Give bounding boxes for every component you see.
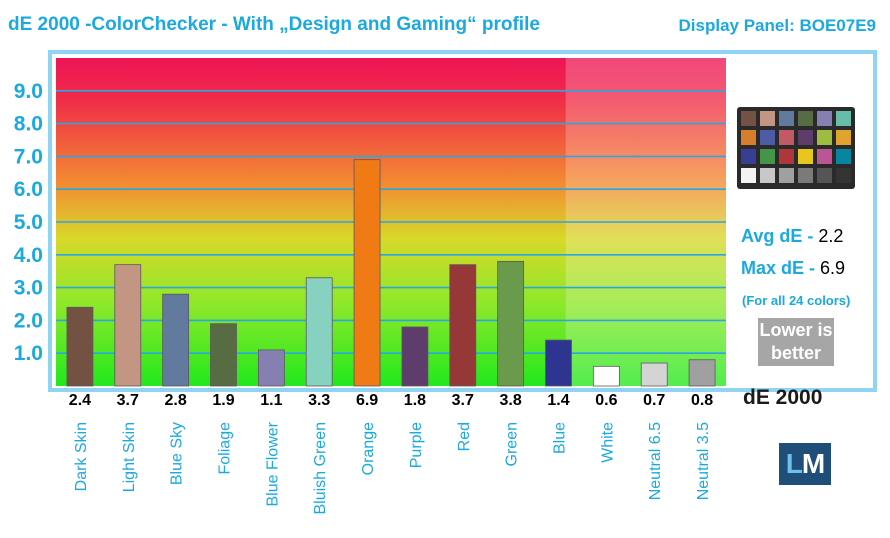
bar-white <box>592 365 620 387</box>
checker-patch <box>798 111 813 126</box>
checker-patch <box>741 168 756 183</box>
max-de-value: 6.9 <box>820 258 846 278</box>
y-tick-label: 3.0 <box>14 277 43 300</box>
checker-patch <box>836 149 851 164</box>
y-tick-label: 2.0 <box>14 309 43 332</box>
y-tick-label: 7.0 <box>14 145 43 168</box>
checker-patch <box>741 130 756 145</box>
metric-label: dE 2000 <box>743 386 823 409</box>
colors-note: (For all 24 colors) <box>742 293 851 308</box>
category-label: Blue Sky <box>169 422 186 485</box>
checker-patch <box>836 130 851 145</box>
bar-red <box>449 264 477 387</box>
value-label: 2.4 <box>69 392 91 409</box>
y-tick-label: 1.0 <box>14 342 43 365</box>
category-label: Foliage <box>217 422 234 475</box>
y-tick-label: 5.0 <box>14 211 43 234</box>
value-label: 6.9 <box>356 392 378 409</box>
bar-dark-skin <box>66 306 94 387</box>
bar-neutral-3-5 <box>688 359 716 387</box>
max-de: Max dE - 6.9 <box>741 258 845 279</box>
bar-orange <box>353 159 381 387</box>
checker-patch <box>798 168 813 183</box>
logo-letter-m: M <box>801 448 825 479</box>
value-label: 0.8 <box>691 392 713 409</box>
category-label: Green <box>504 422 521 466</box>
category-label: Neutral 3.5 <box>695 422 712 500</box>
bar-blue <box>545 339 572 387</box>
category-label: Dark Skin <box>73 422 90 491</box>
bar-neutral-6-5 <box>640 362 668 387</box>
checker-patch <box>760 168 775 183</box>
checker-patch <box>779 111 794 126</box>
checker-patch <box>817 111 832 126</box>
category-label: White <box>599 422 616 463</box>
checker-patch <box>779 168 794 183</box>
max-de-label: Max dE - <box>741 258 821 278</box>
category-label: Orange <box>360 422 377 475</box>
value-label: 3.7 <box>452 392 474 409</box>
value-label: 3.3 <box>308 392 330 409</box>
checker-patch <box>836 111 851 126</box>
bar-green <box>497 260 525 387</box>
checker-patch <box>741 111 756 126</box>
checker-patch <box>760 149 775 164</box>
lower-is-better-box: Lower is better <box>758 318 834 366</box>
category-label: Bluish Green <box>312 422 329 515</box>
category-label: Purple <box>408 422 425 468</box>
bar-foliage <box>210 323 237 387</box>
y-tick-label: 4.0 <box>14 244 43 267</box>
value-label: 0.6 <box>595 392 617 409</box>
value-label: 3.7 <box>117 392 139 409</box>
category-label: Blue <box>552 422 569 454</box>
y-tick-label: 6.0 <box>14 178 43 201</box>
chart-title: dE 2000 -ColorChecker - With „Design and… <box>8 14 540 35</box>
bar-light-skin <box>114 264 142 387</box>
checker-patch <box>817 168 832 183</box>
checker-patch <box>779 149 794 164</box>
bar-blue-sky <box>162 293 190 387</box>
checker-patch <box>836 168 851 183</box>
avg-de-label: Avg dE - <box>741 226 819 246</box>
bar-bluish-green <box>305 277 333 387</box>
category-label: Neutral 6.5 <box>647 422 664 500</box>
value-label: 2.8 <box>165 392 187 409</box>
avg-de-value: 2.2 <box>818 226 844 246</box>
value-label: 0.7 <box>643 392 665 409</box>
category-label: Blue Flower <box>264 421 281 506</box>
checker-patch <box>741 149 756 164</box>
value-label: 1.9 <box>212 392 234 409</box>
avg-de: Avg dE - 2.2 <box>741 226 843 247</box>
y-tick-label: 8.0 <box>14 113 43 136</box>
colorchecker-image <box>737 107 855 189</box>
y-tick-label: 9.0 <box>14 80 43 103</box>
checker-patch <box>817 149 832 164</box>
display-panel-label: Display Panel: BOE07E9 <box>678 16 876 35</box>
category-label: Light Skin <box>121 422 138 492</box>
checker-patch <box>798 130 813 145</box>
value-label: 1.4 <box>547 392 569 409</box>
value-label: 3.8 <box>500 392 522 409</box>
lower-line-2: better <box>770 343 821 363</box>
lower-line-1: Lower is <box>759 320 833 340</box>
checker-patch <box>817 130 832 145</box>
bar-purple <box>401 326 429 387</box>
value-label: 1.1 <box>260 392 282 409</box>
checker-patch <box>760 130 775 145</box>
value-label: 1.8 <box>404 392 426 409</box>
bar-blue-flower <box>257 349 285 387</box>
checker-patch <box>760 111 775 126</box>
checker-patch <box>798 149 813 164</box>
logo-letter-l: L <box>785 448 803 479</box>
checker-patch <box>779 130 794 145</box>
category-label: Red <box>456 422 473 451</box>
